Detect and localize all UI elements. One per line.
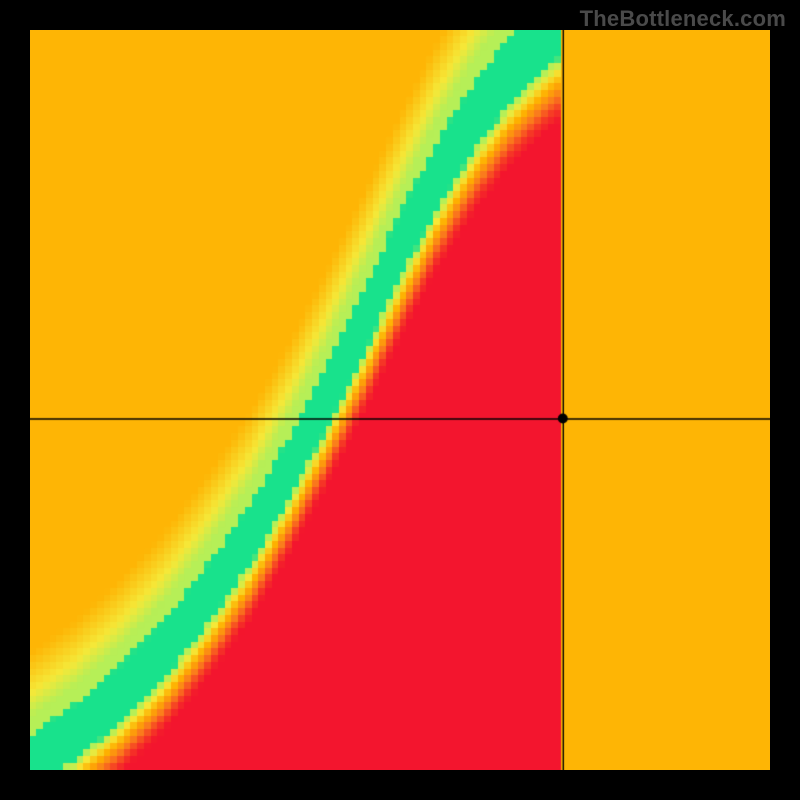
watermark-text: TheBottleneck.com [580, 6, 786, 32]
plot-area [30, 30, 770, 770]
chart-container: TheBottleneck.com [0, 0, 800, 800]
heatmap-canvas [30, 30, 770, 770]
